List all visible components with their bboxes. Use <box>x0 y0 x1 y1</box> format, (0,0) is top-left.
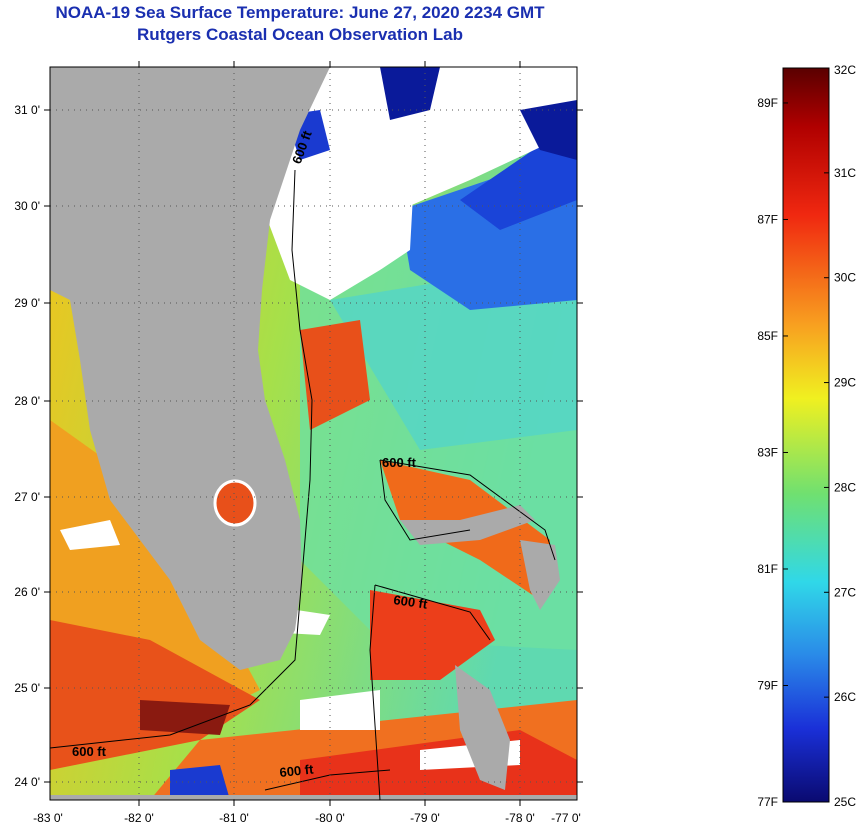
cloud-patch-3 <box>300 690 380 730</box>
warm-cape-patch <box>300 320 370 430</box>
sst-map: 600 ft 600 ft 600 ft 600 ft 600 ft 31 0'… <box>14 61 583 825</box>
contour-label-bahamas-south: 600 ft <box>393 592 429 612</box>
lat-label-27: 27 0' <box>14 490 40 504</box>
florida-land <box>50 67 330 670</box>
colorbar-fahrenheit-label: 85F <box>757 329 778 343</box>
contour-label-straits: 600 ft <box>279 761 315 780</box>
colorbar-gradient <box>782 67 830 803</box>
cuba-edge <box>50 795 577 800</box>
contour-label-bahamas-north: 600 ft <box>382 455 417 470</box>
contour-600ft-main <box>50 169 313 749</box>
temperature-colorbar: 32C 31C 30C 29C 28C 27C 26C 25C 89F 87F 85F 83F 81F… <box>757 63 856 809</box>
lat-label-26: 26 0' <box>14 585 40 599</box>
andros-island <box>455 665 510 790</box>
cloud-patch-1 <box>60 520 120 550</box>
lat-label-24: 24 0' <box>14 775 40 789</box>
contour-600ft-bahamas-north <box>379 459 556 561</box>
lon-label-77: -77 0' <box>551 811 581 825</box>
colorbar-celsius-label: 26C <box>834 690 856 704</box>
lon-label-83: -83 0' <box>33 811 63 825</box>
grand-bahama-island <box>400 505 535 545</box>
lat-label-28: 28 0' <box>14 394 40 408</box>
abaco-island <box>520 540 560 610</box>
lon-label-82: -82 0' <box>124 811 154 825</box>
colorbar-celsius-label: 27C <box>834 585 856 599</box>
contour-label-gulf: 600 ft <box>72 744 107 759</box>
lon-label-81: -81 0' <box>219 811 249 825</box>
colorbar-fahrenheit-label: 77F <box>757 795 778 809</box>
axis-ticks <box>44 61 583 806</box>
hot-spot-florida-bay <box>140 700 230 735</box>
lon-label-79: -79 0' <box>410 811 440 825</box>
map-subtitle: Rutgers Coastal Ocean Observation Lab <box>137 25 463 44</box>
cloud-north <box>50 67 420 300</box>
colorbar-ticks <box>783 67 829 803</box>
colorbar-celsius-label: 29C <box>834 376 856 390</box>
cloud-edge-blue-2 <box>520 100 577 160</box>
lat-lon-grid <box>50 67 577 800</box>
plot-frame <box>49 66 578 801</box>
colorbar-fahrenheit-label: 81F <box>757 562 778 576</box>
colorbar-fahrenheit-label: 87F <box>757 212 778 226</box>
map-layers <box>50 67 577 800</box>
lat-label-29: 29 0' <box>14 296 40 310</box>
colorbar-celsius-labels: 32C 31C 30C 29C 28C 27C 26C 25C <box>834 63 856 809</box>
colorbar-celsius-label: 30C <box>834 271 856 285</box>
colorbar-fahrenheit-label: 79F <box>757 678 778 692</box>
ocean-cyan-region <box>330 260 577 450</box>
lat-label-30: 30 0' <box>14 199 40 213</box>
lon-label-78: -78 0' <box>505 811 535 825</box>
colorbar-fahrenheit-label: 89F <box>757 96 778 110</box>
lake-okeechobee <box>213 479 257 527</box>
lat-label-31: 31 0' <box>14 103 40 117</box>
lat-label-25: 25 0' <box>14 681 40 695</box>
cloud-north-east <box>320 67 577 210</box>
colorbar-fahrenheit-label: 83F <box>757 445 778 459</box>
cloud-edge-blue-1 <box>380 67 440 120</box>
colorbar-celsius-label: 25C <box>834 795 856 809</box>
colorbar-celsius-label: 28C <box>834 480 856 494</box>
warm-great-bahama-bank <box>370 590 495 680</box>
colorbar-fahrenheit-labels: 89F 87F 85F 83F 81F 79F 77F <box>757 96 778 809</box>
map-title: NOAA-19 Sea Surface Temperature: June 27… <box>55 3 545 22</box>
colorbar-celsius-label: 31C <box>834 166 856 180</box>
contour-600ft-bahamas-south <box>369 584 491 800</box>
lon-label-80: -80 0' <box>315 811 345 825</box>
colorbar-celsius-label: 32C <box>834 63 856 77</box>
